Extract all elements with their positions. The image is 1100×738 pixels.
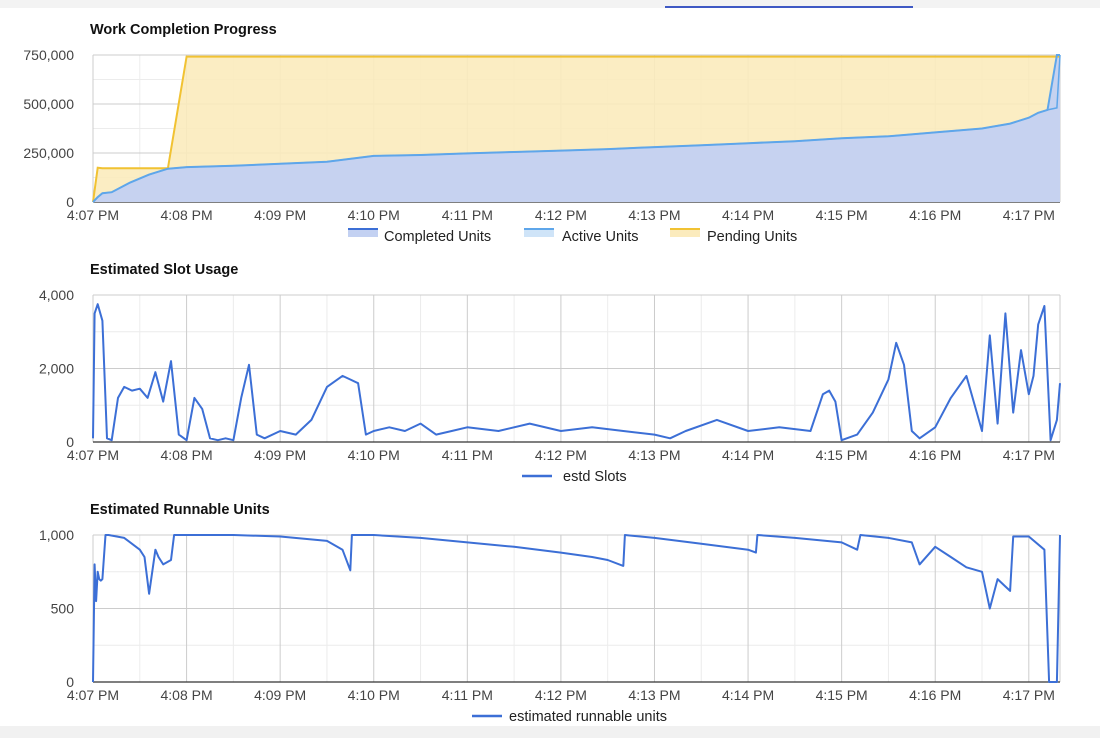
legend-label-2: Active Units	[562, 229, 639, 245]
legend-label-1: Completed Units	[384, 229, 491, 245]
bottom-strip	[0, 726, 1100, 738]
x-tick-label: 4:15 PM	[816, 447, 868, 463]
y-tick-label: 0	[66, 194, 74, 210]
series-line-2	[92, 534, 1061, 683]
work-completion-chart: 0 250,000 500,000 750,000 4:07 PM 4:08 PM 4:09…	[23, 47, 1061, 245]
y-tick-label: 500	[51, 601, 75, 617]
x-tick-label: 4:17 PM	[1003, 207, 1055, 223]
series-line-1	[92, 303, 1061, 442]
x-tick-label: 4:09 PM	[254, 207, 306, 223]
x-tick-label: 4:17 PM	[1003, 447, 1055, 463]
x-tick-label: 4:16 PM	[909, 447, 961, 463]
x-tick-label: 4:16 PM	[909, 207, 961, 223]
x-tick-label: 4:11 PM	[442, 447, 493, 463]
legend-label: estimated runnable units	[509, 709, 667, 725]
x-tick-label: 4:12 PM	[535, 447, 587, 463]
chart-title-work-completion: Work Completion Progress	[90, 22, 277, 38]
legend-label-3: Pending Units	[707, 229, 797, 245]
x-tick-label: 4:15 PM	[816, 687, 868, 703]
pending-units-line	[92, 55, 1060, 203]
legend-label: estd Slots	[563, 469, 627, 485]
y-tick-label: 4,000	[39, 287, 74, 303]
x-tick-label: 4:17 PM	[1003, 687, 1055, 703]
x-tick-label: 4:14 PM	[722, 447, 774, 463]
y-tick-label: 2,000	[39, 361, 74, 377]
x-tick-label: 4:13 PM	[628, 207, 680, 223]
x-tick-label: 4:10 PM	[348, 207, 400, 223]
legend-swatch-3	[670, 229, 700, 237]
y-tick-label: 500,000	[23, 96, 74, 112]
x-tick-label: 4:10 PM	[348, 687, 400, 703]
x-tick-label: 4:07 PM	[67, 687, 119, 703]
x-tick-label: 4:13 PM	[628, 447, 680, 463]
x-tick-label: 4:14 PM	[722, 207, 774, 223]
chart-title-runnable-units: Estimated Runnable Units	[90, 502, 270, 518]
x-tick-label: 4:07 PM	[67, 207, 119, 223]
legend-swatch-1	[348, 229, 378, 237]
top-toolbar-strip	[0, 0, 1100, 8]
x-tick-label: 4:11 PM	[442, 207, 493, 223]
chart-title-slot-usage: Estimated Slot Usage	[90, 262, 239, 278]
x-tick-label: 4:15 PM	[816, 207, 868, 223]
legend-swatch-2	[524, 229, 554, 237]
y-tick-label: 0	[66, 674, 74, 690]
x-tick-label: 4:12 PM	[535, 207, 587, 223]
y-tick-label: 0	[66, 434, 74, 450]
x-tick-label: 4:10 PM	[348, 447, 400, 463]
x-tick-label: 4:09 PM	[254, 447, 306, 463]
y-tick-label: 1,000	[39, 527, 74, 543]
x-tick-label: 4:16 PM	[909, 687, 961, 703]
x-tick-label: 4:08 PM	[161, 207, 213, 223]
active-tab-indicator	[665, 6, 913, 8]
x-tick-label: 4:12 PM	[535, 687, 587, 703]
completed-units-line	[92, 54, 1061, 203]
slot-usage-chart: 0 2,000 4,000 4:07 PM 4:08 PM 4:09 PM 4:10 PM 4…	[39, 287, 1061, 485]
x-tick-label: 4:13 PM	[628, 687, 680, 703]
x-tick-label: 4:07 PM	[67, 447, 119, 463]
x-tick-label: 4:08 PM	[161, 447, 213, 463]
x-tick-label: 4:09 PM	[254, 687, 306, 703]
y-tick-label: 250,000	[23, 145, 74, 161]
y-tick-label: 750,000	[23, 47, 74, 63]
x-tick-label: 4:08 PM	[161, 687, 213, 703]
active-units-area	[93, 55, 1060, 202]
x-tick-label: 4:14 PM	[722, 687, 774, 703]
x-tick-label: 4:11 PM	[442, 687, 493, 703]
